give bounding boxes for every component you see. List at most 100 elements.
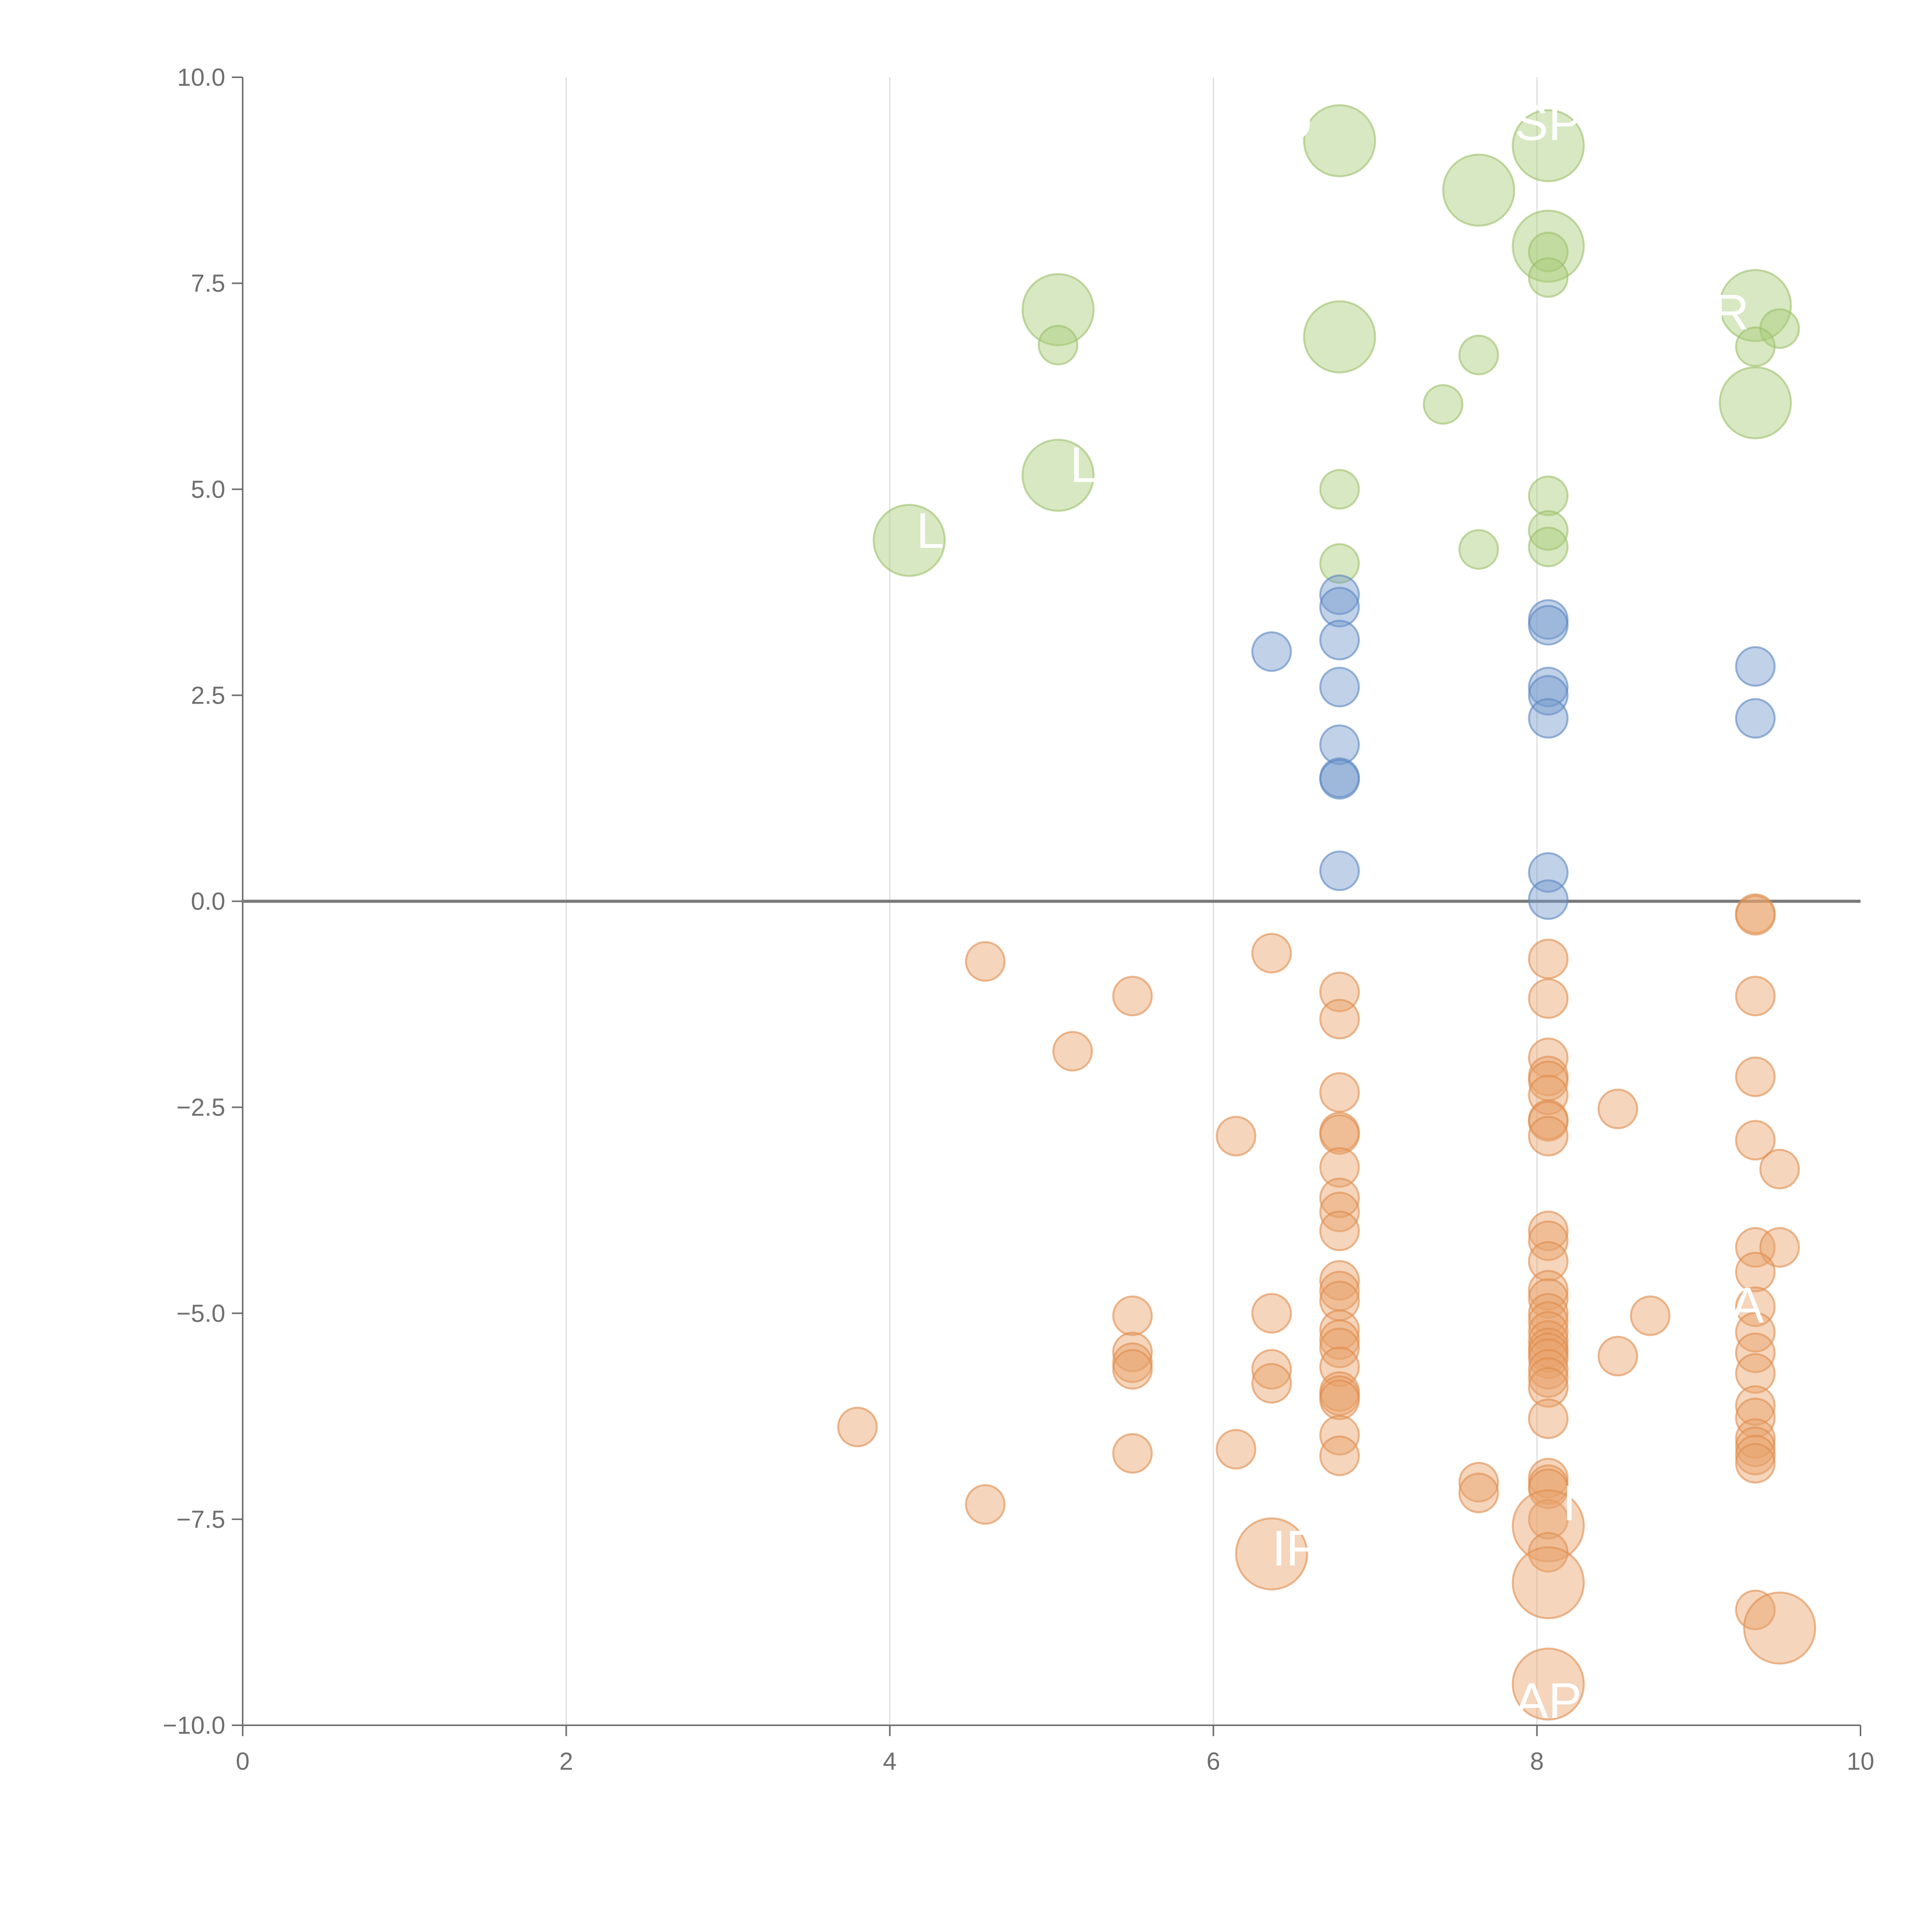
y-tick-label: 0.0 (191, 888, 225, 915)
data-point (1319, 1415, 1360, 1456)
data-point (1735, 895, 1776, 936)
data-point (1458, 335, 1499, 376)
data-point (1528, 510, 1569, 551)
data-point (1735, 1398, 1776, 1439)
data-point (1319, 587, 1360, 628)
data-point (1719, 366, 1792, 439)
data-point (1528, 605, 1569, 646)
data-point (1735, 1252, 1776, 1293)
data-point (1735, 698, 1776, 739)
data-point (1597, 1336, 1638, 1377)
data-point (1528, 1211, 1569, 1251)
data-point (1235, 1517, 1308, 1590)
data-point (1735, 1435, 1776, 1476)
data-point (1528, 1367, 1569, 1408)
data-point (1735, 1332, 1776, 1373)
point-label: AP (1515, 1672, 1582, 1729)
data-point (1512, 1647, 1585, 1721)
data-point (1319, 1379, 1360, 1420)
data-point (1251, 933, 1292, 974)
data-point (1303, 300, 1376, 374)
point-label: R (1713, 284, 1749, 340)
y-tick-label: −5.0 (177, 1299, 225, 1327)
data-point (1528, 1116, 1569, 1156)
data-point (1112, 1433, 1153, 1474)
data-point (1528, 675, 1569, 716)
data-point (1216, 1429, 1257, 1470)
data-point (1112, 1295, 1153, 1336)
data-point (1735, 976, 1776, 1017)
data-point (1512, 209, 1585, 283)
data-point (1528, 1037, 1569, 1078)
data-point (1319, 1435, 1360, 1476)
point-label: L (916, 502, 944, 559)
data-point (1512, 109, 1585, 182)
data-point (1319, 998, 1360, 1039)
data-point (1037, 325, 1078, 366)
data-point (1319, 850, 1360, 891)
data-point (1319, 543, 1360, 584)
data-point (1021, 439, 1095, 512)
point-labels-layer: SP D R L L IF I A AP (916, 94, 1764, 1729)
data-point (1743, 1591, 1816, 1665)
x-tick-label: 2 (560, 1747, 573, 1775)
data-point (1528, 667, 1569, 707)
point-label: L (1070, 436, 1098, 493)
y-tick-label: 10.0 (177, 63, 225, 91)
data-point (1528, 1398, 1569, 1439)
data-point (1319, 1072, 1360, 1113)
data-point (1319, 574, 1360, 615)
data-point (1735, 1426, 1776, 1467)
data-point (1735, 1385, 1776, 1426)
data-point (1216, 1116, 1257, 1156)
data-point (1528, 879, 1569, 920)
y-tick-label: 2.5 (191, 681, 225, 709)
data-point (1735, 1120, 1776, 1161)
data-point (1735, 1056, 1776, 1097)
x-tick-label: 4 (883, 1747, 897, 1775)
data-point (1319, 469, 1360, 510)
data-point (1319, 667, 1360, 707)
y-tick-label: 5.0 (191, 475, 225, 503)
data-point (1528, 698, 1569, 739)
data-point (1319, 1260, 1360, 1301)
point-label: A (1731, 1277, 1764, 1333)
data-point (1528, 1468, 1569, 1509)
data-point (1442, 153, 1515, 227)
data-point (1021, 273, 1095, 346)
point-label: IF (1272, 1520, 1317, 1577)
data-point (965, 1484, 1006, 1525)
x-tick-label: 6 (1206, 1747, 1220, 1775)
data-point (1319, 1346, 1360, 1387)
data-point (1719, 269, 1792, 342)
data-point (1528, 1220, 1569, 1261)
y-tick-label: −2.5 (177, 1094, 225, 1121)
points-layer (837, 104, 1816, 1721)
data-point (1528, 978, 1569, 1019)
data-point (1423, 384, 1464, 425)
data-point (1251, 1363, 1292, 1404)
data-point (1735, 326, 1776, 367)
data-point (1319, 1147, 1360, 1188)
data-point (1528, 1241, 1569, 1282)
x-tick-label: 8 (1530, 1747, 1544, 1775)
data-point (1528, 1101, 1569, 1142)
data-point (1512, 1546, 1585, 1619)
data-point (1319, 619, 1360, 660)
data-point (1458, 1473, 1499, 1514)
data-point (1303, 104, 1376, 177)
data-point (1458, 529, 1499, 570)
data-point (1528, 1499, 1569, 1540)
point-label: SP (1515, 94, 1582, 151)
data-point (1528, 475, 1569, 516)
data-point (1528, 257, 1569, 298)
data-point (1458, 1462, 1499, 1503)
data-point (1319, 759, 1360, 800)
data-point (1319, 1114, 1360, 1155)
x-tick-label: 10 (1847, 1747, 1874, 1775)
data-point (1319, 1177, 1360, 1218)
data-point (1735, 1443, 1776, 1484)
y-tick-label: −10.0 (163, 1711, 225, 1739)
data-point (1630, 1295, 1671, 1336)
